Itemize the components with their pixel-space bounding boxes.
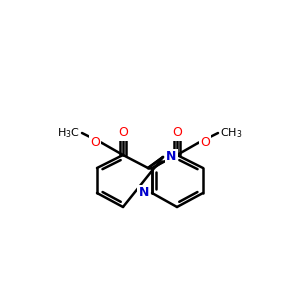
Text: N: N [166,151,176,164]
Text: CH$_3$: CH$_3$ [220,126,242,140]
Text: O: O [172,127,182,140]
Text: H$_3$C: H$_3$C [57,126,80,140]
Text: O: O [90,136,100,149]
Text: N: N [139,187,149,200]
Text: O: O [118,127,128,140]
Text: O: O [200,136,210,149]
